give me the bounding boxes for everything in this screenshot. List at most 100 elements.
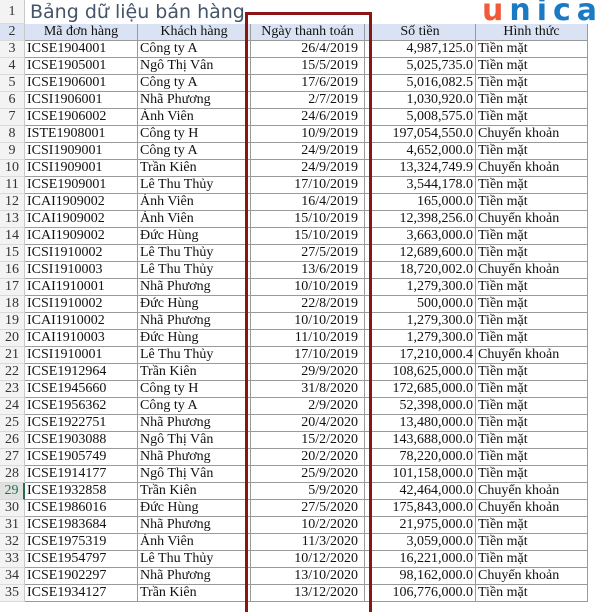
amount-cell[interactable]: 1,279,300.0 bbox=[365, 330, 476, 347]
row-header[interactable]: 32 bbox=[0, 534, 25, 551]
row-header[interactable]: 14 bbox=[0, 228, 25, 245]
method-cell[interactable]: Tiền mặt bbox=[476, 92, 588, 109]
row-header[interactable]: 2 bbox=[0, 24, 25, 41]
amount-cell[interactable]: 98,162,000.0 bbox=[365, 568, 476, 585]
amount-cell[interactable]: 1,030,920.0 bbox=[365, 92, 476, 109]
method-cell[interactable]: Tiền mặt bbox=[476, 517, 588, 534]
payment-date-cell[interactable]: 24/9/2019 bbox=[251, 160, 365, 177]
method-cell[interactable]: Chuyển khoản bbox=[476, 483, 588, 500]
payment-date-cell[interactable]: 17/10/2019 bbox=[251, 347, 365, 364]
row-header[interactable]: 27 bbox=[0, 449, 25, 466]
order-id-cell[interactable]: ICSE1932858 bbox=[25, 483, 138, 500]
customer-cell[interactable]: Công ty H bbox=[138, 381, 251, 398]
row-header[interactable]: 22 bbox=[0, 364, 25, 381]
order-id-cell[interactable]: ICSI1910001 bbox=[25, 347, 138, 364]
method-cell[interactable]: Tiền mặt bbox=[476, 551, 588, 568]
row-header[interactable]: 31 bbox=[0, 517, 25, 534]
customer-cell[interactable]: Trần Kiên bbox=[138, 585, 251, 602]
row-header[interactable]: 13 bbox=[0, 211, 25, 228]
order-id-cell[interactable]: ICSI1910002 bbox=[25, 296, 138, 313]
method-cell[interactable]: Chuyển khoản bbox=[476, 126, 588, 143]
amount-cell[interactable]: 13,324,749.9 bbox=[365, 160, 476, 177]
column-header-customer[interactable]: Khách hàng bbox=[138, 24, 251, 41]
amount-cell[interactable]: 165,000.0 bbox=[365, 194, 476, 211]
row-header[interactable]: 19 bbox=[0, 313, 25, 330]
payment-date-cell[interactable]: 20/2/2020 bbox=[251, 449, 365, 466]
row-header[interactable]: 25 bbox=[0, 415, 25, 432]
method-cell[interactable]: Tiền mặt bbox=[476, 534, 588, 551]
payment-date-cell[interactable]: 10/2/2020 bbox=[251, 517, 365, 534]
order-id-cell[interactable]: ICAI1910002 bbox=[25, 313, 138, 330]
row-header[interactable]: 20 bbox=[0, 330, 25, 347]
order-id-cell[interactable]: ICSI1910002 bbox=[25, 245, 138, 262]
order-id-cell[interactable]: ICSE1954797 bbox=[25, 551, 138, 568]
method-cell[interactable]: Tiền mặt bbox=[476, 109, 588, 126]
row-header[interactable]: 11 bbox=[0, 177, 25, 194]
order-id-cell[interactable]: ICSI1909001 bbox=[25, 160, 138, 177]
row-header[interactable]: 17 bbox=[0, 279, 25, 296]
method-cell[interactable]: Tiền mặt bbox=[476, 313, 588, 330]
order-id-cell[interactable]: ICAI1909002 bbox=[25, 194, 138, 211]
row-header[interactable]: 33 bbox=[0, 551, 25, 568]
row-header[interactable]: 34 bbox=[0, 568, 25, 585]
customer-cell[interactable]: Ánh Viên bbox=[138, 534, 251, 551]
order-id-cell[interactable]: ICSE1906001 bbox=[25, 75, 138, 92]
method-cell[interactable]: Tiền mặt bbox=[476, 41, 588, 58]
order-id-cell[interactable]: ICSE1905749 bbox=[25, 449, 138, 466]
payment-date-cell[interactable]: 20/4/2020 bbox=[251, 415, 365, 432]
order-id-cell[interactable]: ICSE1945660 bbox=[25, 381, 138, 398]
customer-cell[interactable]: Lê Thu Thủy bbox=[138, 551, 251, 568]
payment-date-cell[interactable]: 11/10/2019 bbox=[251, 330, 365, 347]
row-header[interactable]: 10 bbox=[0, 160, 25, 177]
order-id-cell[interactable]: ICSE1905001 bbox=[25, 58, 138, 75]
row-header[interactable]: 35 bbox=[0, 585, 25, 602]
customer-cell[interactable]: Lê Thu Thủy bbox=[138, 347, 251, 364]
row-header[interactable]: 5 bbox=[0, 75, 25, 92]
order-id-cell[interactable]: ICSE1914177 bbox=[25, 466, 138, 483]
payment-date-cell[interactable]: 16/4/2019 bbox=[251, 194, 365, 211]
amount-cell[interactable]: 143,688,000.0 bbox=[365, 432, 476, 449]
method-cell[interactable]: Chuyển khoản bbox=[476, 568, 588, 585]
row-header[interactable]: 7 bbox=[0, 109, 25, 126]
order-id-cell[interactable]: ICSE1986016 bbox=[25, 500, 138, 517]
payment-date-cell[interactable]: 15/10/2019 bbox=[251, 211, 365, 228]
payment-date-cell[interactable]: 22/8/2019 bbox=[251, 296, 365, 313]
payment-date-cell[interactable]: 27/5/2020 bbox=[251, 500, 365, 517]
customer-cell[interactable]: Đức Hùng bbox=[138, 296, 251, 313]
customer-cell[interactable]: Nhã Phương bbox=[138, 568, 251, 585]
method-cell[interactable]: Chuyển khoản bbox=[476, 211, 588, 228]
amount-cell[interactable]: 16,221,000.0 bbox=[365, 551, 476, 568]
customer-cell[interactable]: Nhã Phương bbox=[138, 92, 251, 109]
amount-cell[interactable]: 52,398,000.0 bbox=[365, 398, 476, 415]
payment-date-cell[interactable]: 17/10/2019 bbox=[251, 177, 365, 194]
column-header-order-id[interactable]: Mã đơn hàng bbox=[25, 24, 138, 41]
amount-cell[interactable]: 500,000.0 bbox=[365, 296, 476, 313]
method-cell[interactable]: Tiền mặt bbox=[476, 177, 588, 194]
amount-cell[interactable]: 1,279,300.0 bbox=[365, 313, 476, 330]
payment-date-cell[interactable]: 13/10/2020 bbox=[251, 568, 365, 585]
payment-date-cell[interactable]: 29/9/2020 bbox=[251, 364, 365, 381]
method-cell[interactable]: Tiền mặt bbox=[476, 585, 588, 602]
amount-cell[interactable]: 12,689,600.0 bbox=[365, 245, 476, 262]
row-header[interactable]: 12 bbox=[0, 194, 25, 211]
customer-cell[interactable]: Ánh Viên bbox=[138, 211, 251, 228]
payment-date-cell[interactable]: 24/6/2019 bbox=[251, 109, 365, 126]
order-id-cell[interactable]: ICSI1906001 bbox=[25, 92, 138, 109]
row-header[interactable]: 15 bbox=[0, 245, 25, 262]
method-cell[interactable]: Tiền mặt bbox=[476, 415, 588, 432]
row-header[interactable]: 9 bbox=[0, 143, 25, 160]
order-id-cell[interactable]: ICSE1975319 bbox=[25, 534, 138, 551]
payment-date-cell[interactable]: 31/8/2020 bbox=[251, 381, 365, 398]
amount-cell[interactable]: 106,776,000.0 bbox=[365, 585, 476, 602]
order-id-cell[interactable]: ICSE1934127 bbox=[25, 585, 138, 602]
payment-date-cell[interactable]: 10/12/2020 bbox=[251, 551, 365, 568]
method-cell[interactable]: Tiền mặt bbox=[476, 381, 588, 398]
order-id-cell[interactable]: ICSE1983684 bbox=[25, 517, 138, 534]
row-header[interactable]: 29 bbox=[0, 483, 25, 500]
customer-cell[interactable]: Đức Hùng bbox=[138, 330, 251, 347]
row-header[interactable]: 21 bbox=[0, 347, 25, 364]
amount-cell[interactable]: 18,720,002.0 bbox=[365, 262, 476, 279]
amount-cell[interactable]: 1,279,300.0 bbox=[365, 279, 476, 296]
payment-date-cell[interactable]: 2/9/2020 bbox=[251, 398, 365, 415]
amount-cell[interactable]: 13,480,000.0 bbox=[365, 415, 476, 432]
